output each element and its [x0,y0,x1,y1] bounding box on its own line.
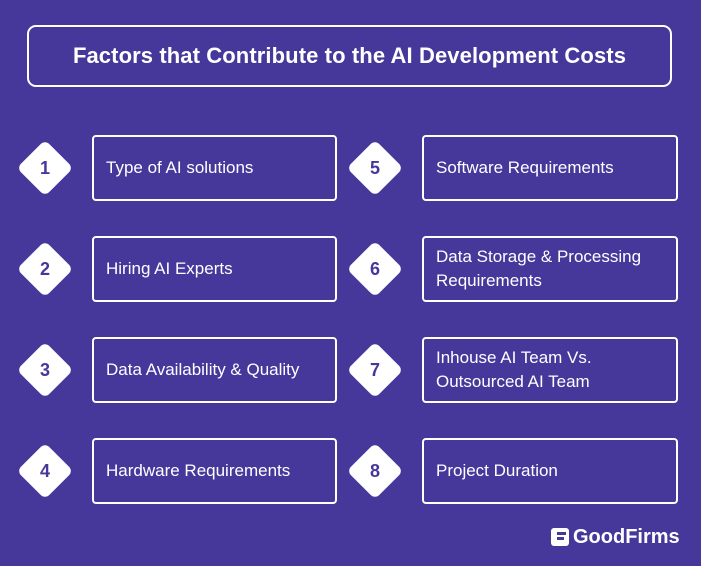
factor-number: 5 [369,157,380,178]
factor-item-7: 7 Inhouse AI Team Vs. Outsourced AI Team [346,337,680,403]
factor-number: 2 [39,258,50,279]
factor-item-2: 2 Hiring AI Experts [16,236,340,302]
goodfirms-logo-icon [551,528,569,546]
factor-label: Type of AI solutions [92,135,337,201]
factor-item-1: 1 Type of AI solutions [16,135,340,201]
brand-logo: GoodFirms [551,526,680,548]
factor-label: Hardware Requirements [92,438,337,504]
factor-label: Data Availability & Quality [92,337,337,403]
factor-number: 3 [39,359,50,380]
page-title: Factors that Contribute to the AI Develo… [72,43,627,68]
factor-item-6: 6 Data Storage & Processing Requirements [346,236,680,302]
factor-label: Project Duration [422,438,678,504]
factor-number: 8 [369,460,380,481]
factor-item-8: 8 Project Duration [346,438,680,504]
brand-name: GoodFirms [573,525,680,548]
factor-number: 6 [369,258,380,279]
factor-item-3: 3 Data Availability & Quality [16,337,340,403]
factor-item-4: 4 Hardware Requirements [16,438,340,504]
factor-item-5: 5 Software Requirements [346,135,680,201]
factor-number: 4 [39,460,50,481]
factor-number: 7 [369,359,380,380]
factor-label: Data Storage & Processing Requirements [422,236,678,302]
factor-number: 1 [39,157,50,178]
factor-label: Hiring AI Experts [92,236,337,302]
title-box: Factors that Contribute to the AI Develo… [27,25,672,87]
factor-label: Software Requirements [422,135,678,201]
factor-label: Inhouse AI Team Vs. Outsourced AI Team [422,337,678,403]
